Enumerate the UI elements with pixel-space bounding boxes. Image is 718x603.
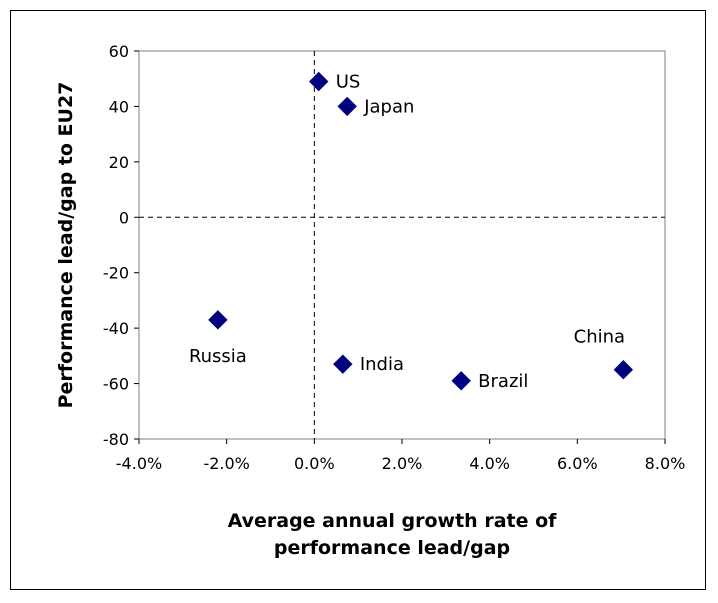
y-axis-title: Performance lead/gap to EU27 [55, 82, 77, 409]
data-point-label: India [360, 354, 404, 375]
data-point-marker [613, 360, 634, 380]
chart-frame: 60 40 20 0 -20 -40 -60 -80 -4.0% -2.0% 0.0% 2.0% 4.0… [10, 10, 706, 590]
y-tick-label: 0 [119, 208, 129, 227]
data-point-label: China [574, 327, 625, 348]
axes: 60 40 20 0 -20 -40 -60 -80 -4.0% -2.0% 0.0% 2.0% 4.0… [103, 42, 685, 473]
data-point-marker [451, 371, 471, 391]
x-tick-label: -4.0% [116, 454, 162, 473]
data-point-label: Japan [363, 96, 414, 117]
y-tick-label: -80 [103, 430, 129, 449]
y-tick-label: 60 [109, 42, 129, 61]
y-tick-label: 40 [109, 97, 129, 116]
data-point-marker [208, 310, 228, 330]
data-point-marker [309, 71, 329, 92]
x-tick-label: -2.0% [203, 454, 249, 473]
data-point-label: Brazil [478, 371, 528, 392]
x-tick-label: 8.0% [645, 454, 686, 473]
x-axis-title: Average annual growth rate of [228, 510, 558, 532]
y-tick-label: -60 [103, 375, 129, 394]
data-point-label: US [336, 71, 361, 92]
axis-titles: Average annual growth rate of performance… [55, 82, 557, 559]
data-point-marker [337, 96, 357, 117]
y-tick-label: -20 [103, 264, 129, 283]
data-point-marker [333, 354, 353, 374]
x-tick-label: 2.0% [382, 454, 423, 473]
data-point-label: Russia [189, 346, 247, 367]
x-tick-label: 6.0% [557, 454, 598, 473]
x-tick-label: 4.0% [469, 454, 510, 473]
x-axis-title: performance lead/gap [274, 537, 510, 559]
scatter-chart: 60 40 20 0 -20 -40 -60 -80 -4.0% -2.0% 0.0% 2.0% 4.0… [55, 42, 685, 559]
x-tick-label: 0.0% [294, 454, 335, 473]
y-tick-label: 20 [109, 153, 129, 172]
y-tick-label: -40 [103, 319, 129, 338]
